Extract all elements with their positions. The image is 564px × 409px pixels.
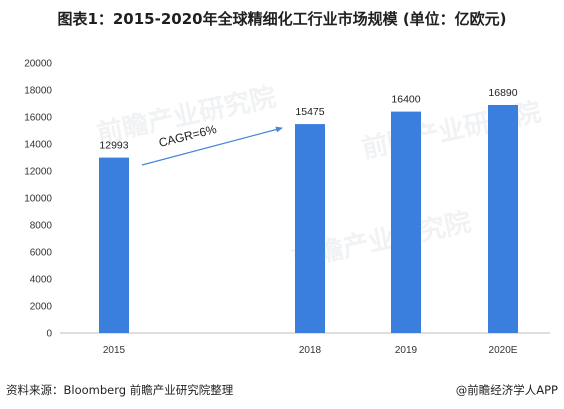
y-tick-label: 14000	[24, 140, 52, 151]
bar-2015	[99, 157, 129, 333]
data-label: 16400	[391, 94, 420, 106]
x-tick-label: 2018	[299, 345, 322, 356]
y-axis-ticks: 0 2000 4000 6000 8000 10000 12000 14000 16000 180…	[24, 59, 52, 340]
y-tick-label: 6000	[30, 248, 53, 259]
cagr-label: CAGR=6%	[157, 122, 218, 150]
y-tick-label: 2000	[30, 302, 53, 313]
x-axis-ticks: 2015 2018 2019 2020E	[103, 345, 518, 356]
x-tick-label: 2015	[103, 345, 126, 356]
data-label: 15475	[295, 106, 324, 118]
data-label: 12993	[99, 140, 128, 152]
data-label: 16890	[488, 87, 517, 99]
y-tick-label: 12000	[24, 167, 52, 178]
bar-2019	[391, 111, 421, 333]
y-tick-label: 18000	[24, 86, 52, 97]
bar-2020E	[488, 104, 518, 333]
bar-2018	[295, 124, 325, 334]
x-tick-label: 2019	[395, 345, 418, 356]
bar-chart: 0 2000 4000 6000 8000 10000 12000 14000 16000 180…	[24, 59, 550, 356]
y-tick-label: 20000	[24, 59, 52, 70]
cagr-arrow	[141, 126, 283, 166]
x-tick-label: 2020E	[489, 345, 518, 356]
bars: 12993 15475 16400 16890	[99, 87, 518, 334]
y-tick-label: 8000	[30, 221, 53, 232]
y-tick-label: 0	[46, 329, 52, 340]
y-tick-label: 16000	[24, 113, 52, 124]
cagr-annotation: CAGR=6%	[141, 122, 283, 166]
source-note: 资料来源：Bloomberg 前瞻产业研究院整理	[6, 383, 234, 397]
chart-title: 图表1：2015-2020年全球精细化工行业市场规模 (单位：亿欧元)	[57, 10, 507, 28]
y-tick-label: 4000	[30, 275, 53, 286]
y-tick-label: 10000	[24, 194, 52, 205]
credit-note: @前瞻经济学人APP	[455, 383, 558, 397]
